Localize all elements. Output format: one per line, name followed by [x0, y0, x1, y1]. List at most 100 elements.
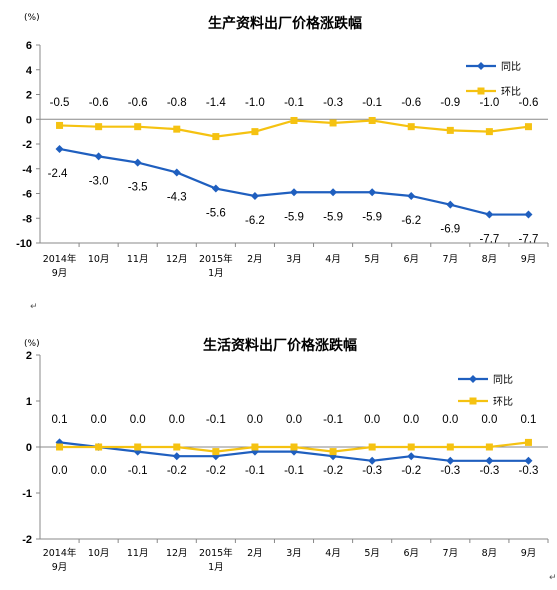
x-tick-label: 10月 [88, 548, 110, 559]
data-label-mom: 0.0 [169, 414, 185, 426]
x-tick-label: 2015年 [199, 253, 233, 265]
y-tick-label: -1 [22, 488, 32, 500]
data-label-mom: -0.1 [323, 414, 343, 426]
data-point-mom [524, 123, 532, 131]
unit-label: (%) [24, 339, 40, 349]
data-point-mom [368, 443, 376, 451]
data-label-yoy: -6.2 [245, 215, 265, 227]
ppi-production-chart: 生产资料出厂价格涨跌幅 (%) 6 4 2 0 -2 -4 -6 -8 -10 2014年 9月 10月 1… [16, 13, 549, 279]
data-point-mom [329, 448, 337, 456]
data-point-mom [173, 443, 181, 451]
data-point-yoy [290, 188, 298, 197]
x-tick-label: 11月 [127, 254, 149, 265]
x-tick-label: 2月 [247, 254, 263, 265]
data-label-mom: 0.1 [520, 414, 536, 426]
data-point-mom [368, 116, 376, 124]
data-point-mom [407, 123, 415, 131]
data-point-mom [134, 443, 142, 451]
data-label-mom: -0.9 [440, 97, 460, 109]
data-label-mom: -0.5 [50, 97, 70, 109]
x-tick-label: 6月 [403, 548, 419, 559]
x-tick-label: 3月 [286, 548, 302, 559]
data-label-mom: -0.3 [323, 97, 343, 109]
data-label-yoy: -0.1 [128, 465, 148, 477]
y-tick-label: 6 [26, 40, 32, 52]
data-label-yoy: -0.2 [401, 465, 421, 477]
data-point-mom [446, 126, 454, 134]
data-point-yoy [211, 184, 220, 193]
data-point-yoy [172, 452, 181, 461]
data-label-mom: -1.0 [245, 97, 265, 109]
legend-label-yoy: 同比 [501, 61, 521, 73]
y-tick-label: 1 [26, 396, 32, 408]
data-point-yoy [368, 188, 377, 197]
data-label-yoy: -5.6 [206, 208, 226, 220]
data-point-yoy [250, 191, 259, 200]
x-tick-label: 7月 [443, 254, 459, 265]
paragraph-mark: ↵ [549, 573, 557, 583]
data-label-mom: -0.6 [128, 97, 148, 109]
data-point-yoy [368, 456, 377, 465]
legend-marker-mom [477, 87, 485, 95]
data-label-yoy: -6.2 [401, 215, 421, 227]
data-label-yoy: -2.4 [48, 168, 68, 180]
data-label-yoy: -6.9 [440, 224, 460, 236]
data-label-yoy: -5.9 [284, 211, 304, 223]
data-label-yoy: -3.5 [128, 182, 148, 194]
data-label-mom: 0.0 [442, 414, 458, 426]
data-point-mom [251, 443, 259, 451]
legend-marker-yoy [469, 375, 477, 383]
y-tick-label: -2 [22, 534, 32, 546]
legend-label-yoy: 同比 [493, 374, 513, 386]
data-label-yoy: -0.3 [519, 465, 539, 477]
data-point-mom [407, 443, 415, 451]
y-tick-label: 0 [26, 114, 32, 126]
ppi-living-chart: 生活资料出厂价格涨跌幅 (%)2 1 0 -1 -2 2014年 9月 10月 11月 12月 201… [22, 337, 549, 573]
x-tick-label: 9月 [52, 268, 68, 279]
data-label-mom: 0.0 [130, 414, 146, 426]
x-tick-label: 2014年 [43, 253, 77, 265]
data-label-mom: -0.1 [362, 97, 382, 109]
data-point-mom [485, 443, 493, 451]
data-label-yoy: -4.3 [167, 191, 187, 203]
x-tick-label: 4月 [325, 548, 341, 559]
data-point-mom [290, 443, 298, 451]
y-tick-label: 2 [26, 350, 32, 362]
paragraph-mark: ↵ [30, 302, 38, 312]
x-tick-label: 7月 [443, 548, 459, 559]
data-label-yoy: -0.1 [284, 465, 304, 477]
data-label-yoy: 0.0 [91, 465, 107, 477]
data-point-mom [212, 448, 220, 456]
data-label-yoy: -3.0 [89, 175, 109, 187]
data-label-yoy: -0.2 [167, 465, 187, 477]
data-label-yoy: -0.1 [245, 465, 265, 477]
x-tick-label: 8月 [482, 548, 498, 559]
data-point-yoy [524, 210, 533, 219]
data-point-yoy [485, 210, 494, 219]
x-tick-label: 2月 [247, 548, 263, 559]
data-label-mom: -0.1 [284, 97, 304, 109]
x-tick-label: 5月 [364, 548, 380, 559]
data-label-yoy: -0.3 [440, 465, 460, 477]
x-tick-label: 1月 [208, 268, 224, 279]
data-label-mom: -0.6 [89, 97, 109, 109]
data-point-yoy [485, 456, 494, 465]
data-point-mom [56, 121, 64, 129]
data-label-yoy: -0.3 [362, 465, 382, 477]
data-label-yoy: -5.9 [362, 211, 382, 223]
y-tick-label: 2 [26, 90, 32, 102]
data-point-mom [251, 128, 259, 136]
x-tick-label: 1月 [208, 562, 224, 573]
x-tick-label: 12月 [166, 548, 188, 559]
data-point-mom [95, 123, 103, 131]
data-point-mom [95, 443, 103, 451]
data-point-yoy [329, 188, 338, 197]
x-tick-label: 9月 [521, 548, 537, 559]
chart-title: 生产资料出厂价格涨跌幅 [208, 15, 362, 32]
legend-label-mom: 环比 [493, 396, 513, 408]
y-tick-label: 4 [26, 65, 33, 77]
data-label-mom: -0.8 [167, 97, 187, 109]
data-label-mom: 0.0 [481, 414, 497, 426]
x-tick-label: 9月 [521, 254, 537, 265]
